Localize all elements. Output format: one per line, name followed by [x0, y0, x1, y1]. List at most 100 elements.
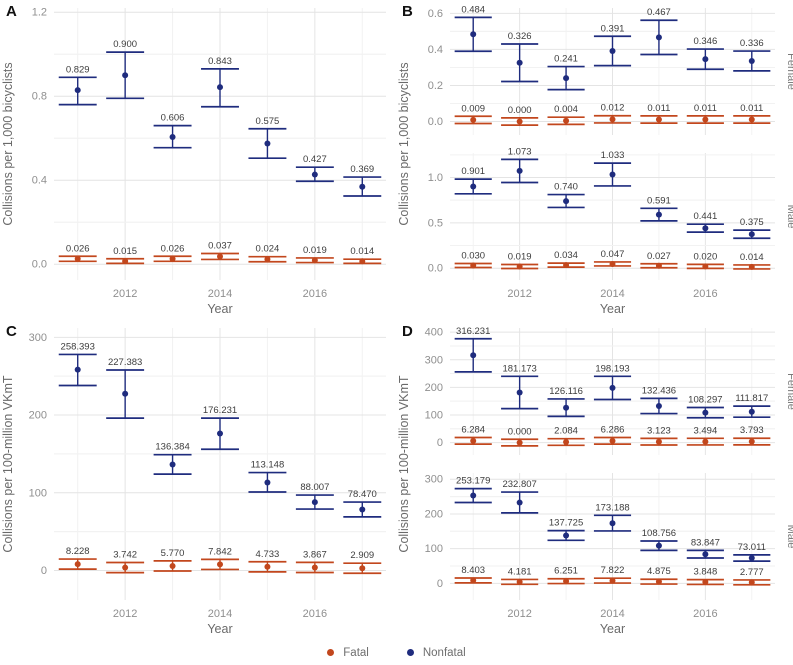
y-tick-label: 0.2 — [428, 80, 443, 92]
data-point — [563, 117, 570, 124]
y-tick-label: 0 — [437, 437, 443, 449]
data-point — [748, 438, 755, 445]
value-label: 173.188 — [595, 502, 629, 513]
facet-label: Male — [785, 205, 793, 229]
value-label: 0.034 — [554, 250, 578, 261]
y-axis-title: Collisions per 1,000 bicyclists — [397, 62, 411, 225]
data-point-group: 0.484 — [454, 4, 492, 53]
value-label: 88.007 — [300, 482, 329, 493]
data-point-group: 0.004 — [547, 104, 585, 126]
x-tick-label: 2012 — [507, 608, 531, 620]
data-point-group: 0.019 — [501, 251, 539, 270]
data-point-group: 3.123 — [640, 425, 678, 446]
data-point — [470, 492, 477, 499]
value-label: 4.181 — [508, 566, 532, 577]
value-label: 0.014 — [350, 246, 374, 257]
data-point-group: 0.391 — [593, 23, 632, 67]
data-point-group: 316.231 — [454, 326, 492, 373]
value-label: 232.807 — [502, 479, 536, 490]
data-point — [470, 437, 477, 444]
data-point — [748, 231, 755, 238]
value-label: 3.867 — [303, 549, 327, 560]
data-point-group: 0.026 — [58, 243, 97, 263]
value-label: 0.427 — [303, 154, 327, 165]
data-point-group: 137.725 — [547, 518, 585, 542]
x-axis-title: Year — [207, 622, 232, 636]
data-point — [702, 438, 709, 445]
data-point-group: 0.009 — [454, 103, 492, 125]
series-fatal: 0.030 0.019 0.034 0.047 0.027 0.020 0.014 — [454, 249, 771, 270]
value-label: 0.326 — [508, 31, 532, 42]
data-point — [516, 167, 523, 174]
value-label: 132.436 — [642, 385, 676, 396]
value-label: 181.173 — [502, 363, 536, 374]
data-point — [702, 579, 709, 586]
value-label: 0.829 — [66, 64, 90, 75]
data-point-group: 0.034 — [547, 250, 585, 269]
data-point — [470, 183, 477, 190]
value-label: 78.470 — [348, 489, 377, 500]
panel-c-plot: 0 100 200 300 8.228 3.742 5.770 7.842 4.733 3.867… — [1, 323, 386, 636]
value-label: 0.012 — [601, 103, 625, 114]
data-point — [169, 562, 176, 569]
y-tick-label: 0.4 — [428, 44, 443, 56]
data-point — [74, 366, 81, 373]
legend-dot-icon — [406, 649, 414, 656]
value-label: 0.026 — [161, 243, 185, 254]
x-tick-label: 2014 — [208, 608, 232, 620]
value-label: 3.742 — [113, 549, 137, 560]
value-label: 2.084 — [554, 426, 578, 437]
data-point-group: 0.427 — [295, 154, 334, 183]
data-point — [359, 506, 366, 513]
value-label: 6.284 — [461, 425, 485, 436]
data-point — [470, 31, 477, 38]
series-nonfatal: 258.393 227.383 136.384 176.231 113.148 88.00… — [58, 341, 382, 518]
y-tick-label: 300 — [425, 354, 443, 366]
panel-d: 0 100 200 300 400 Female 6.284 0.000 2.084 6.286 3… — [396, 320, 793, 640]
data-point-group: 8.403 — [454, 565, 492, 584]
data-point — [748, 263, 755, 270]
series-nonfatal: 0.829 0.900 0.606 0.843 0.575 0.427 0.369 — [58, 39, 382, 197]
value-label: 0.375 — [740, 217, 764, 228]
data-point — [563, 578, 570, 585]
data-point — [264, 256, 271, 263]
data-point-group: 3.494 — [686, 425, 724, 446]
value-label: 8.403 — [461, 565, 485, 576]
data-point — [563, 198, 570, 205]
value-label: 3.848 — [693, 567, 717, 578]
x-tick-label: 2016 — [303, 608, 327, 620]
panel-letter: C — [6, 323, 17, 340]
legend-label: Fatal — [343, 646, 369, 659]
data-point — [655, 116, 662, 123]
value-label: 2.909 — [350, 550, 374, 561]
data-point-group: 126.116 — [547, 386, 585, 418]
data-point — [311, 564, 318, 571]
value-label: 0.484 — [461, 4, 485, 15]
x-axis-title: Year — [207, 302, 232, 316]
data-point-group: 227.383 — [106, 357, 145, 419]
value-label: 0.030 — [461, 250, 485, 261]
data-point — [359, 183, 366, 190]
y-tick-label: 0.0 — [428, 116, 443, 128]
data-point-group: 0.012 — [593, 103, 632, 124]
data-point — [169, 133, 176, 140]
y-axis-title: Collisions per 100-million VKmT — [1, 375, 15, 553]
data-point-group: 7.822 — [593, 565, 632, 584]
y-tick-label: 0.6 — [428, 8, 443, 20]
value-label: 108.297 — [688, 395, 722, 406]
y-tick-label: 0.4 — [32, 175, 47, 187]
data-point — [169, 255, 176, 262]
value-label: 7.842 — [208, 546, 232, 557]
data-point-group: 1.033 — [593, 150, 632, 187]
panel-d-plot: 0 100 200 300 400 Female 6.284 0.000 2.084 6.286 3… — [397, 323, 793, 636]
data-point-group: 0.740 — [547, 182, 585, 209]
value-label: 3.123 — [647, 425, 671, 436]
data-point — [74, 561, 81, 568]
value-label: 0.011 — [647, 103, 670, 114]
data-point — [609, 48, 616, 55]
data-point-group: 0.241 — [547, 54, 585, 91]
data-point — [311, 257, 318, 264]
data-point-group: 0.575 — [248, 116, 287, 160]
value-label: 227.383 — [108, 357, 142, 368]
